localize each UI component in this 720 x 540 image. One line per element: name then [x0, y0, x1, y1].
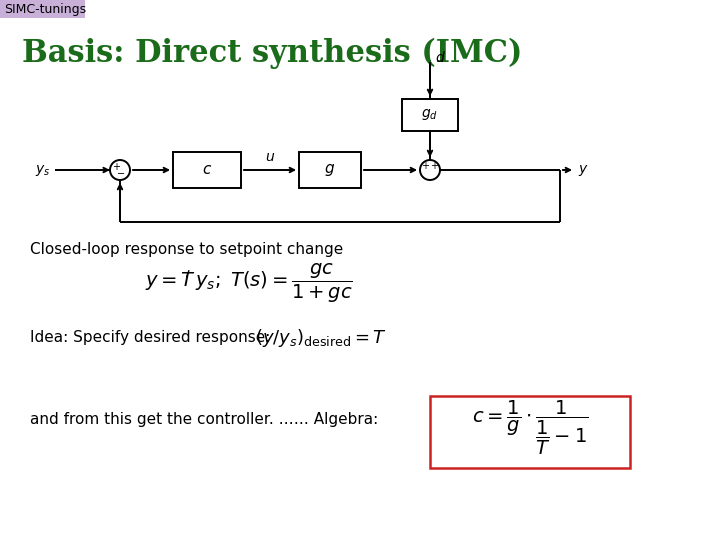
Text: +: + [430, 161, 438, 171]
Text: $g_d$: $g_d$ [421, 107, 438, 123]
Text: $y = T\!\!\!\!\;^\prime\; y_s;\; T(s) = \dfrac{gc}{1+gc}$: $y = T\!\!\!\!\;^\prime\; y_s;\; T(s) = … [145, 262, 353, 305]
Text: +: + [421, 161, 429, 171]
Bar [173, 152, 241, 188]
Text: $d$: $d$ [435, 50, 446, 64]
Text: Closed-loop response to setpoint change: Closed-loop response to setpoint change [30, 242, 343, 257]
Text: $c$: $c$ [202, 163, 212, 178]
Text: SIMC-tunings: SIMC-tunings [4, 3, 86, 16]
Bar [0, 0, 85, 18]
Text: $g$: $g$ [325, 162, 336, 178]
Text: $u$: $u$ [265, 150, 275, 164]
Text: Idea: Specify desired response:: Idea: Specify desired response: [30, 330, 271, 345]
Text: +: + [112, 162, 120, 172]
Text: Basis: Direct synthesis (IMC): Basis: Direct synthesis (IMC) [22, 38, 523, 69]
Bar [402, 99, 458, 131]
Text: $(y/y_s)_{\mathrm{desired}} = T$: $(y/y_s)_{\mathrm{desired}} = T$ [255, 327, 387, 349]
Text: $y$: $y$ [578, 163, 589, 178]
Bar [299, 152, 361, 188]
Text: $c = \dfrac{1}{g} \cdot \dfrac{1}{\dfrac{1}{T}-1}$: $c = \dfrac{1}{g} \cdot \dfrac{1}{\dfrac… [472, 399, 588, 457]
Text: $y_s$: $y_s$ [35, 163, 50, 178]
Bar [430, 396, 630, 468]
Text: −: − [117, 169, 125, 179]
Text: and from this get the controller. …… Algebra:: and from this get the controller. …… Alg… [30, 412, 378, 427]
